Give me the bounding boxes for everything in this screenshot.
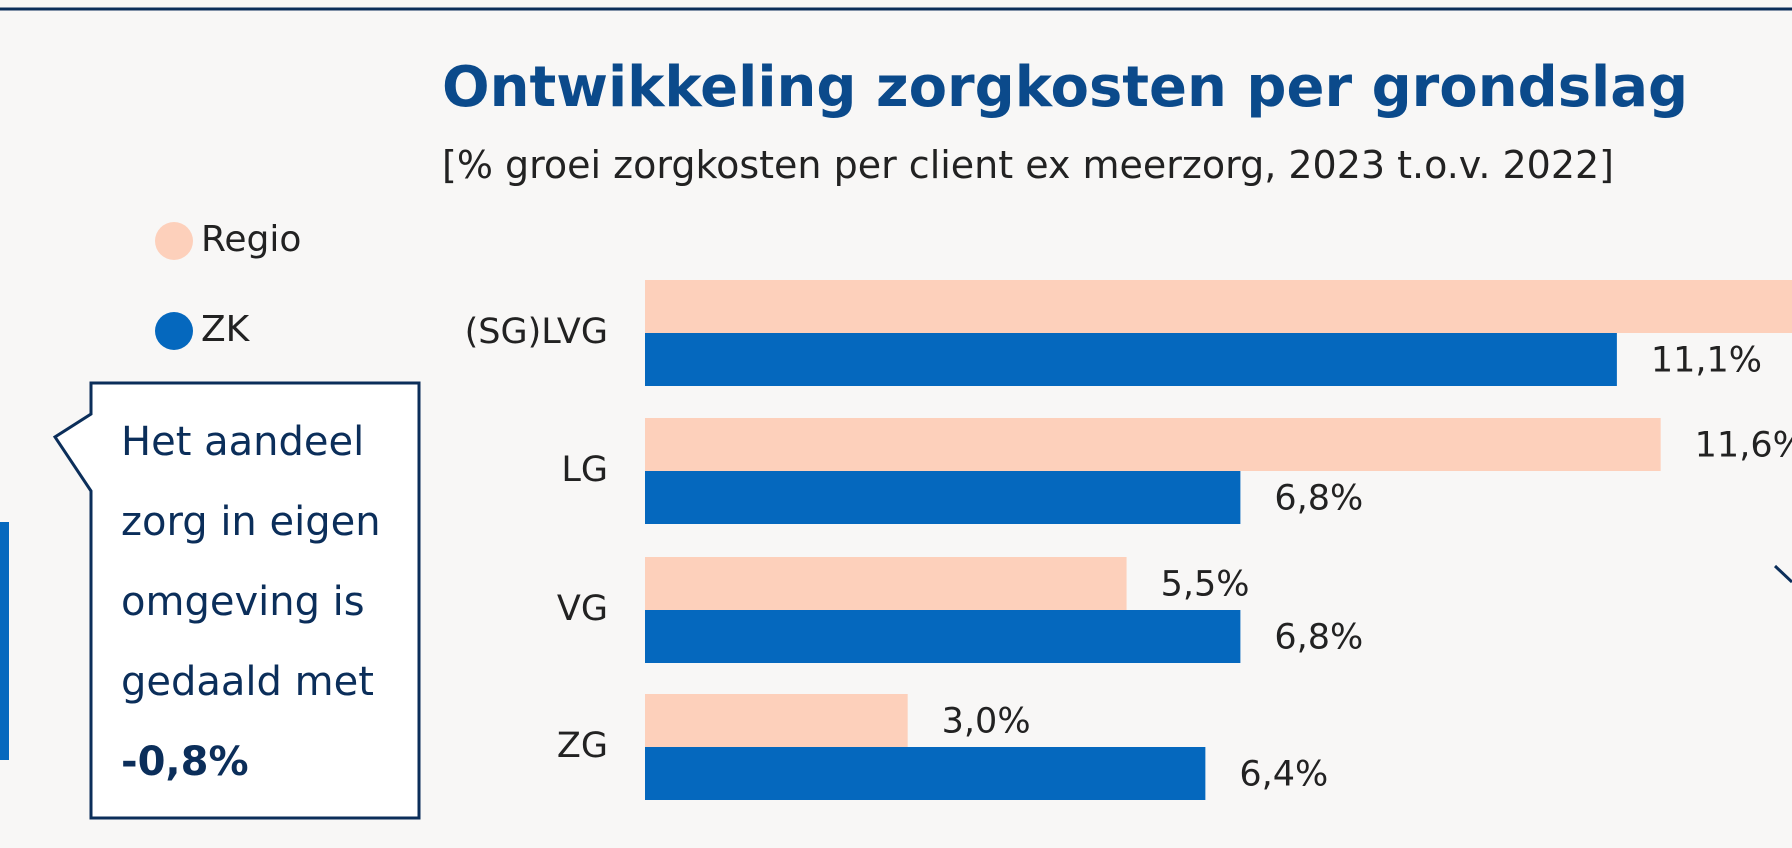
bar	[645, 418, 1661, 471]
bar	[645, 471, 1241, 524]
value-label: 6,8%	[1274, 479, 1363, 519]
callout-highlight: -0,8%	[121, 739, 249, 785]
bar	[645, 610, 1241, 663]
legend-swatch	[155, 222, 193, 260]
value-label: 6,4%	[1239, 755, 1328, 795]
legend-swatch	[155, 312, 193, 350]
bar	[645, 280, 1792, 333]
value-label: 6,8%	[1274, 618, 1363, 658]
side-accent	[0, 522, 9, 760]
chart-title: Ontwikkeling zorgkosten per grondslag	[442, 55, 1688, 120]
category-label: VG	[557, 589, 608, 629]
chart-subtitle: [% groei zorgkosten per client ex meerzo…	[442, 143, 1614, 187]
callout-line: zorg in eigen	[121, 499, 381, 545]
callout-box	[52, 381, 421, 820]
bar	[645, 694, 908, 747]
callout-line: omgeving is	[121, 579, 365, 625]
legend-label: Regio	[201, 219, 301, 260]
category-label: ZG	[557, 726, 608, 766]
bar	[645, 557, 1127, 610]
callout-edge	[1773, 564, 1792, 584]
category-label: (SG)LVG	[465, 312, 608, 352]
value-label: 5,5%	[1161, 565, 1250, 605]
callout-line: gedaald met	[121, 659, 374, 705]
callout-line: Het aandeel	[121, 419, 364, 465]
bar	[645, 333, 1617, 386]
value-label: 11,1%	[1651, 341, 1762, 381]
value-label: 3,0%	[942, 702, 1031, 742]
bar	[645, 747, 1206, 800]
category-label: LG	[561, 450, 608, 490]
value-label: 11,6%	[1695, 426, 1792, 466]
legend-label: ZK	[201, 309, 251, 350]
